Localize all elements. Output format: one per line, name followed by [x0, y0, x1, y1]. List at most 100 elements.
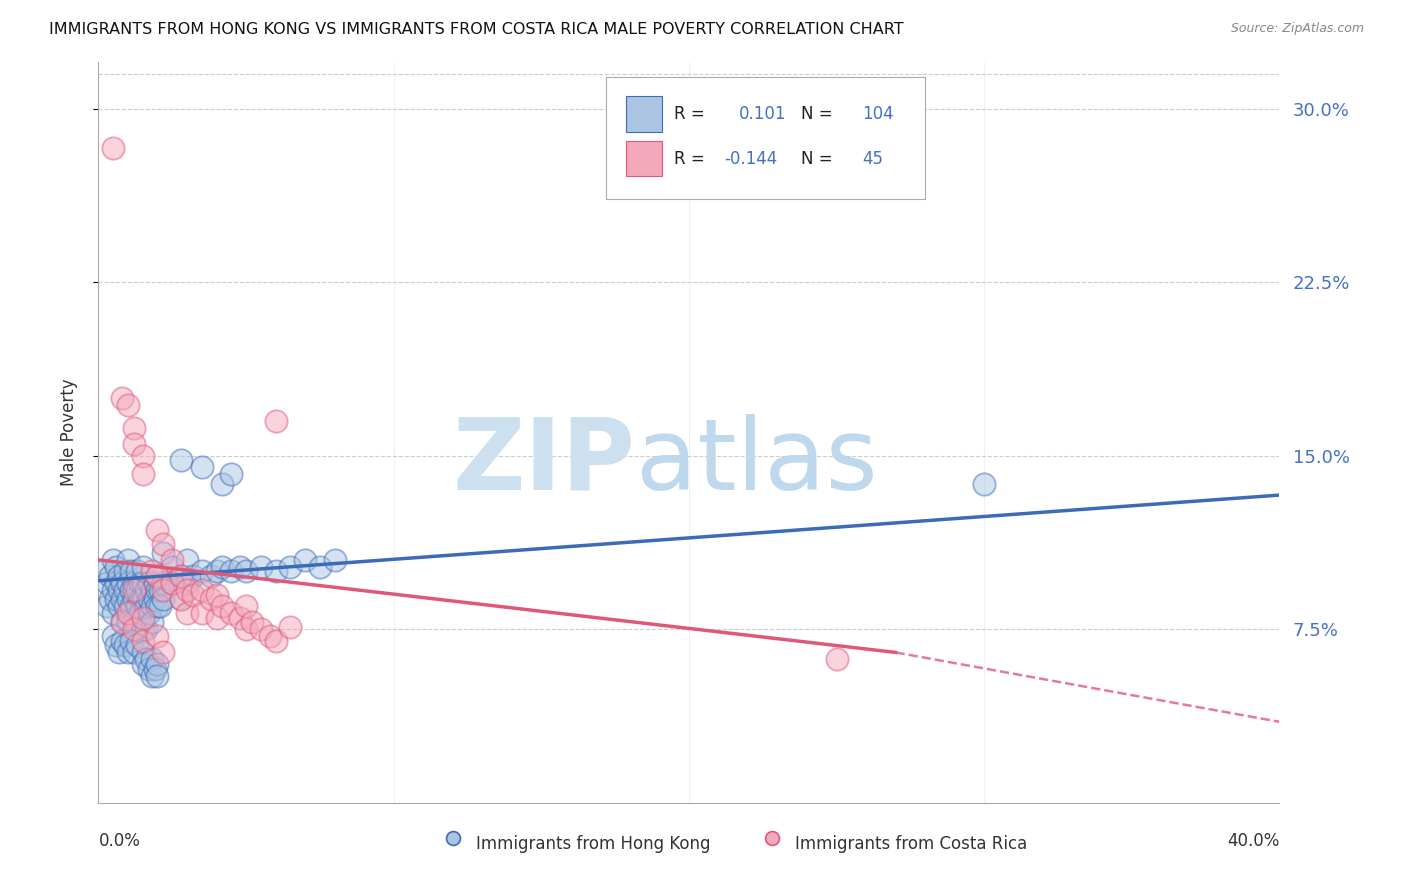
Point — [280, 620, 302, 634]
Point — [111, 615, 134, 630]
Point — [146, 629, 169, 643]
Point — [132, 622, 155, 636]
Point — [235, 565, 257, 579]
Point — [152, 582, 174, 597]
Point — [221, 606, 243, 620]
Text: N =: N = — [801, 105, 832, 123]
Point — [146, 523, 169, 537]
Point — [138, 592, 160, 607]
Point — [108, 599, 131, 614]
Point — [235, 599, 257, 614]
Point — [125, 565, 148, 579]
Point — [125, 639, 148, 653]
Point — [323, 553, 346, 567]
Point — [132, 633, 155, 648]
Point — [111, 592, 134, 607]
Point — [170, 592, 193, 607]
Point — [143, 576, 166, 591]
Point — [114, 582, 136, 597]
Point — [103, 553, 125, 567]
Point — [111, 391, 134, 405]
Point — [132, 657, 155, 671]
Point — [132, 467, 155, 482]
Point — [229, 610, 252, 624]
Point — [200, 592, 222, 607]
Point — [125, 622, 148, 636]
Point — [117, 398, 139, 412]
Point — [152, 576, 174, 591]
Point — [211, 476, 233, 491]
Point — [132, 449, 155, 463]
Point — [176, 576, 198, 591]
Point — [205, 565, 228, 579]
Text: Immigrants from Costa Rica: Immigrants from Costa Rica — [796, 835, 1028, 853]
Point — [114, 639, 136, 653]
Point — [105, 592, 128, 607]
Point — [138, 662, 160, 676]
Point — [132, 610, 155, 624]
Text: -0.144: -0.144 — [724, 150, 778, 168]
Point — [138, 606, 160, 620]
Text: 0.101: 0.101 — [738, 105, 786, 123]
Point — [162, 559, 183, 574]
Point — [250, 622, 273, 636]
Point — [280, 559, 302, 574]
Point — [205, 588, 228, 602]
Point — [93, 565, 115, 579]
Point — [122, 592, 145, 607]
Point — [103, 629, 125, 643]
Point — [264, 633, 287, 648]
Point — [132, 592, 155, 607]
Point — [221, 565, 243, 579]
Point — [122, 437, 145, 451]
Point — [103, 606, 125, 620]
Point — [122, 421, 145, 435]
Point — [170, 453, 193, 467]
Point — [111, 633, 134, 648]
Text: ZIP: ZIP — [453, 414, 636, 511]
Point — [211, 599, 233, 614]
Text: 40.0%: 40.0% — [1227, 832, 1279, 850]
Point — [135, 652, 157, 666]
Point — [117, 576, 139, 591]
Point — [96, 599, 118, 614]
Point — [120, 582, 142, 597]
Text: N =: N = — [801, 150, 832, 168]
Point — [117, 592, 139, 607]
Point — [170, 592, 193, 607]
Point — [162, 553, 183, 567]
Point — [176, 553, 198, 567]
Point — [98, 569, 121, 583]
Y-axis label: Male Poverty: Male Poverty — [59, 379, 77, 486]
Bar — [626, 141, 662, 177]
Point — [132, 559, 155, 574]
Point — [149, 599, 172, 614]
Point — [128, 592, 150, 607]
Point — [146, 599, 169, 614]
Point — [111, 615, 134, 630]
Text: atlas: atlas — [636, 414, 877, 511]
Point — [117, 615, 139, 630]
Text: Immigrants from Hong Kong: Immigrants from Hong Kong — [477, 835, 711, 853]
Point — [135, 599, 157, 614]
Point — [96, 576, 118, 591]
Point — [122, 622, 145, 636]
Point — [146, 668, 169, 682]
Text: Source: ZipAtlas.com: Source: ZipAtlas.com — [1230, 22, 1364, 36]
Point — [105, 576, 128, 591]
Point — [103, 582, 125, 597]
Point — [235, 622, 257, 636]
Point — [152, 546, 174, 560]
Point — [181, 569, 204, 583]
Point — [108, 582, 131, 597]
Point — [132, 645, 155, 659]
Point — [135, 622, 157, 636]
Point — [125, 599, 148, 614]
Point — [122, 615, 145, 630]
Point — [250, 559, 273, 574]
Point — [141, 615, 163, 630]
Point — [170, 569, 193, 583]
Point — [138, 576, 160, 591]
Point — [122, 582, 145, 597]
Point — [181, 588, 204, 602]
